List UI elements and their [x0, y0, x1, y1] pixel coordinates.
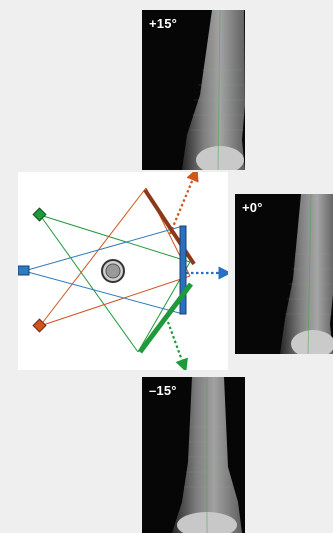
- source-orange-icon: [32, 318, 47, 333]
- angle-label-plus0: +0°: [242, 200, 263, 215]
- xray-image-plus15: [142, 10, 245, 170]
- detector-blue: [179, 225, 187, 315]
- source-green-icon: [32, 207, 47, 222]
- sample-icon: [101, 259, 125, 283]
- xray-image-minus15: [142, 377, 245, 533]
- blue-beam: [23, 225, 184, 315]
- detector-orange: [143, 188, 196, 266]
- xray-panel-plus15: +15°: [142, 10, 245, 170]
- orange-exit-arrow: [168, 172, 199, 235]
- angle-label-minus15: –15°: [149, 383, 177, 398]
- xray-image-plus0: [235, 194, 333, 354]
- angle-label-plus15: +15°: [149, 16, 178, 31]
- detector-green: [138, 282, 193, 354]
- beam-geometry-diagram: [18, 172, 228, 370]
- xray-panel-minus15: –15°: [142, 377, 245, 533]
- source-blue-icon: [18, 265, 30, 276]
- green-exit-arrow: [166, 321, 188, 370]
- orange-beam: [39, 187, 191, 327]
- xray-panel-plus0: +0°: [235, 194, 333, 354]
